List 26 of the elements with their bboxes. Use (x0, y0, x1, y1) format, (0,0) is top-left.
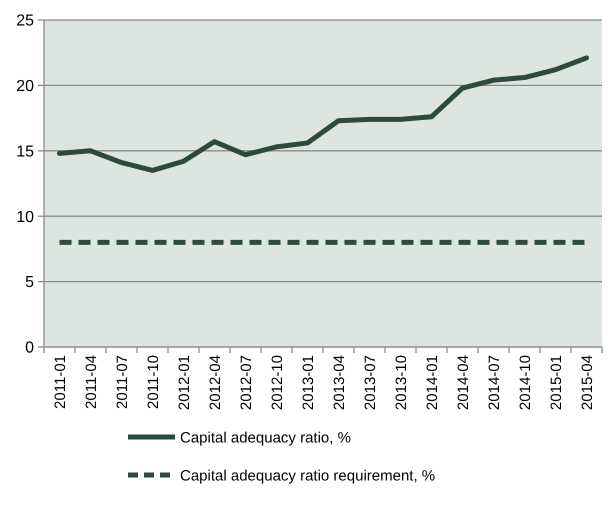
y-tick-label: 25 (16, 12, 34, 30)
y-tick-label: 15 (16, 143, 34, 160)
x-tick-label: 2012-10 (268, 355, 286, 410)
x-tick-label: 2014-01 (424, 355, 441, 410)
x-tick-label: 2012-01 (176, 355, 193, 410)
x-tick-label: 2015-01 (548, 355, 565, 410)
y-tick-label: 5 (25, 274, 34, 292)
x-tick-label: 2011-07 (114, 355, 131, 409)
x-tick-label: 2014-04 (454, 355, 472, 410)
x-tick-label: 2015-04 (578, 355, 596, 410)
x-tick-label: 2011-10 (144, 355, 162, 409)
legend-label: Capital adequacy ratio requirement, % (180, 467, 436, 484)
x-tick-label: 2014-07 (486, 355, 503, 410)
x-tick-label: 2013-07 (362, 355, 379, 410)
y-tick-label: 0 (25, 340, 34, 357)
legend-label: Capital adequacy ratio, % (180, 429, 351, 446)
x-tick-label: 2013-10 (392, 355, 410, 410)
x-tick-label: 2012-07 (238, 355, 255, 410)
x-tick-label: 2011-01 (52, 355, 69, 409)
y-tick-label: 20 (16, 78, 34, 95)
y-tick-label: 10 (16, 208, 34, 226)
x-tick-label: 2013-04 (330, 355, 348, 410)
x-tick-label: 2012-04 (206, 355, 224, 410)
x-tick-label: 2013-01 (300, 355, 317, 410)
x-tick-label: 2011-04 (82, 355, 100, 409)
x-tick-label: 2014-10 (516, 355, 534, 410)
